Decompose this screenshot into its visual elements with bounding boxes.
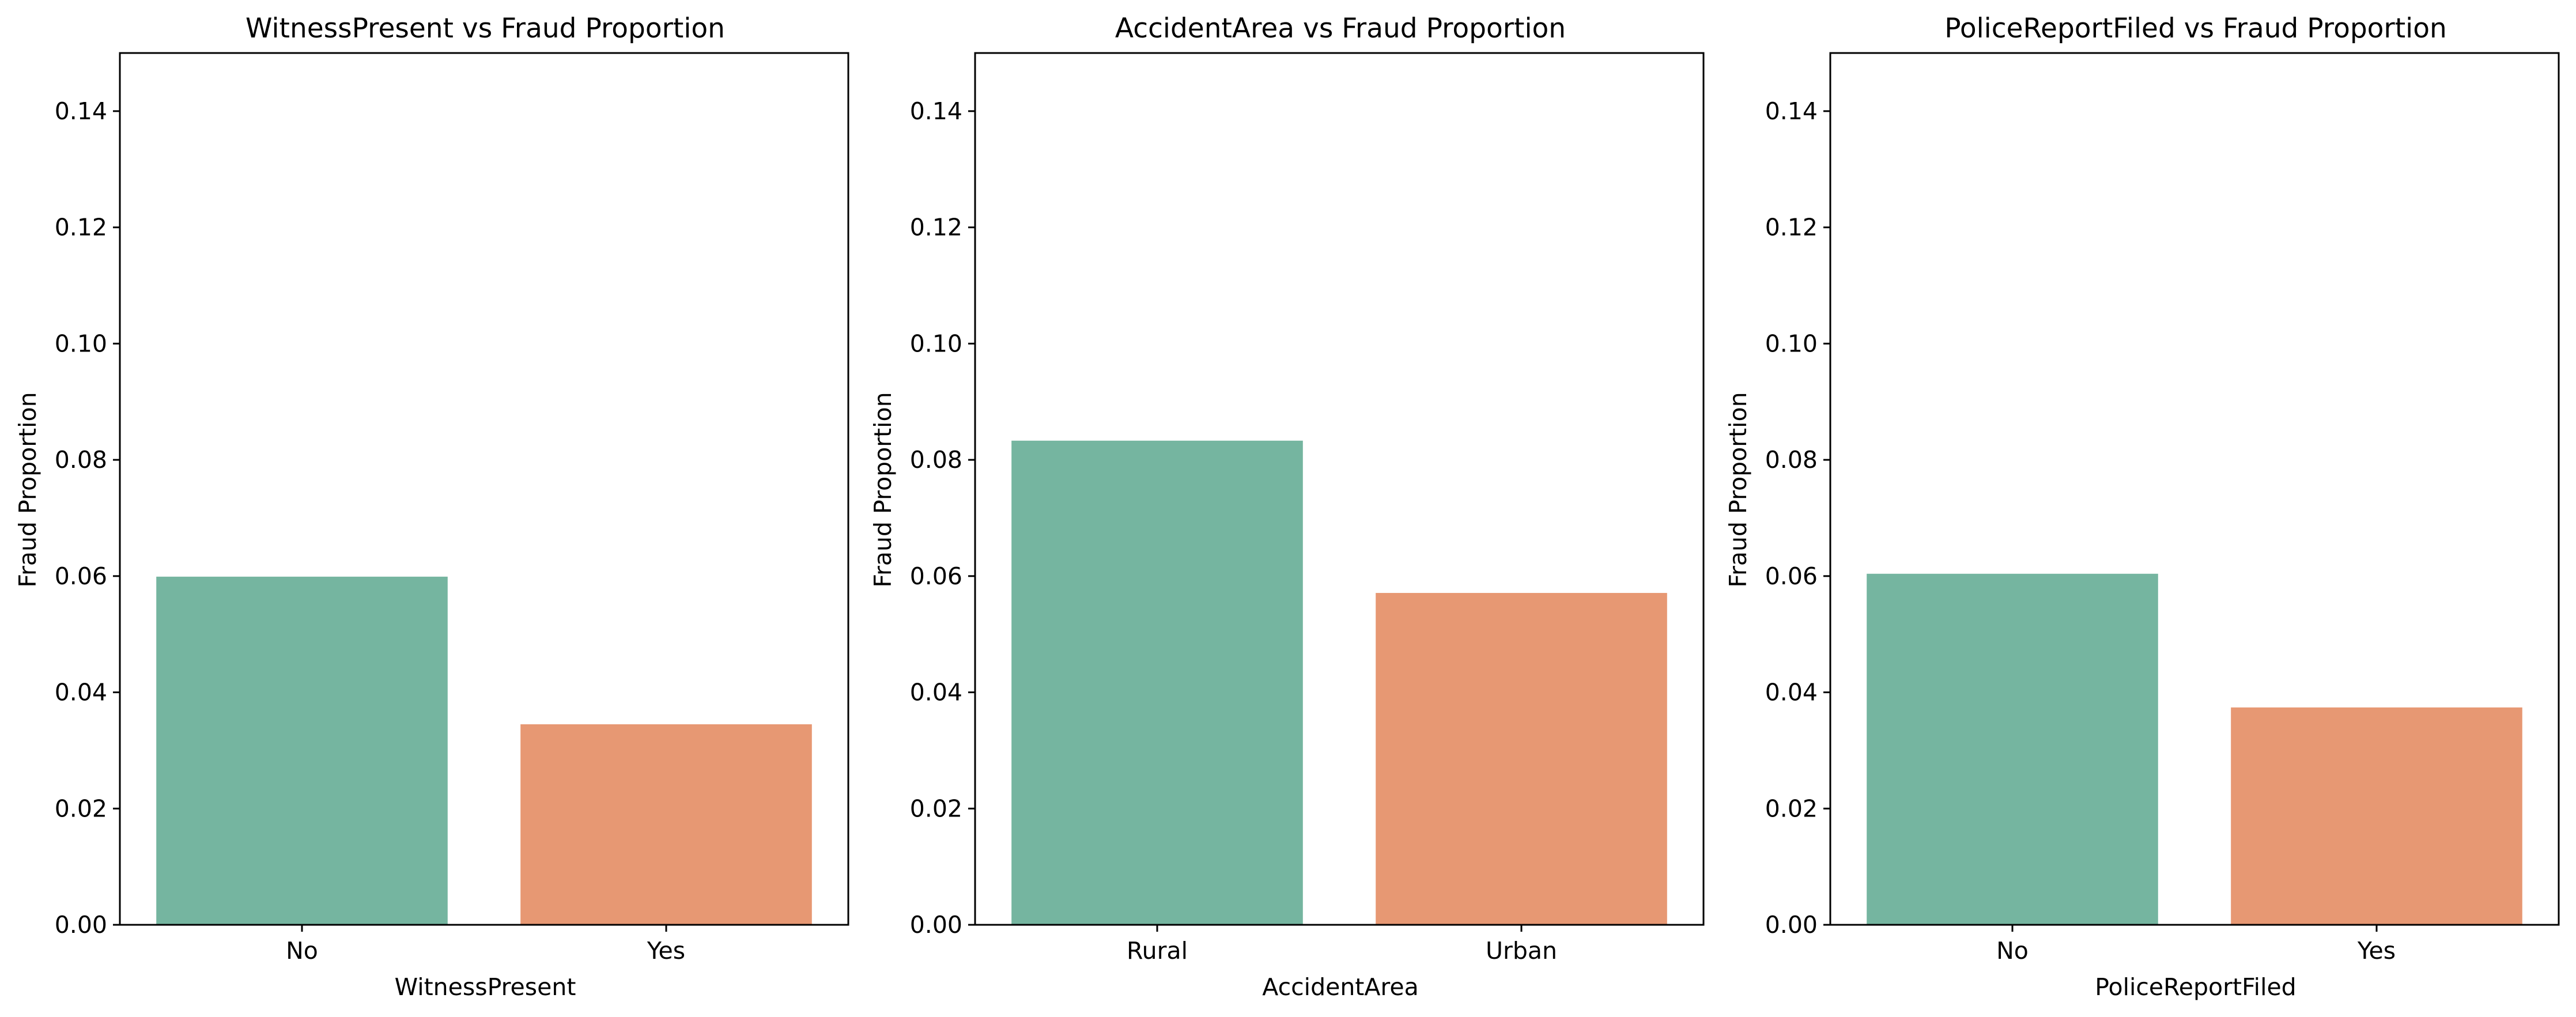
plot-area: 0.00 0.02 0.04 0.06 0.08 0.10 0.12 0.14 No Yes [1765,52,2560,965]
y-axis-label: Fraud Proportion [1724,392,1752,587]
y-tick-label: 0.06 [1765,562,1818,590]
y-tick-label: 0.00 [910,911,962,939]
y-tick-label: 0.14 [910,97,962,125]
x-tick-label: Urban [1486,937,1557,965]
y-tick-label: 0.10 [910,330,962,357]
y-axis-label: Fraud Proportion [14,392,41,587]
y-tick-label: 0.06 [55,562,107,590]
chart-title: AccidentArea vs Fraud Proportion [1115,13,1566,44]
x-tick-label: No [286,937,318,965]
x-tick-label: No [1996,937,2029,965]
x-tick-label: Yes [2357,937,2396,965]
x-tick-label: Rural [1127,937,1188,965]
y-tick-label: 0.08 [55,446,107,474]
y-tick-label: 0.10 [55,330,107,357]
chart-panel-witness-present: WitnessPresent vs Fraud Proportion Witne… [14,13,849,1001]
y-tick-label: 0.10 [1765,330,1818,357]
y-tick-label: 0.14 [55,97,107,125]
bar-yes [520,724,812,925]
y-tick-label: 0.02 [1765,795,1818,822]
bar-no [1867,573,2158,925]
y-tick-label: 0.08 [1765,446,1818,474]
bar-yes [2231,707,2522,925]
chart-title: PoliceReportFiled vs Fraud Proportion [1944,13,2447,44]
x-axis-label: WitnessPresent [395,973,576,1001]
y-tick-label: 0.08 [910,446,962,474]
bar-no [156,576,448,925]
y-tick-label: 0.04 [910,679,962,706]
y-tick-label: 0.06 [910,562,962,590]
y-tick-label: 0.00 [1765,911,1818,939]
y-tick-label: 0.14 [1765,97,1818,125]
chart-title: WitnessPresent vs Fraud Proportion [245,13,725,44]
y-tick-label: 0.02 [910,795,962,822]
bar-urban [1376,593,1667,925]
y-tick-label: 0.12 [910,214,962,241]
y-tick-label: 0.04 [55,679,107,706]
axes-frame [119,52,849,926]
y-tick-label: 0.12 [1765,214,1818,241]
chart-panel-accident-area: AccidentArea vs Fraud Proportion Acciden… [869,13,1705,1001]
x-axis-label: PoliceReportFiled [2095,973,2296,1001]
y-tick-label: 0.12 [55,214,107,241]
axes-frame [1829,52,2560,926]
y-tick-label: 0.02 [55,795,107,822]
axes-frame [974,52,1705,926]
plot-area: 0.00 0.02 0.04 0.06 0.08 0.10 0.12 0.14 No Yes [55,52,849,965]
y-axis-label: Fraud Proportion [869,392,897,587]
bar-rural [1011,440,1303,925]
plot-area: 0.00 0.02 0.04 0.06 0.08 0.10 0.12 0.14 Rural Urb… [910,52,1705,965]
chart-panel-police-report-filed: PoliceReportFiled vs Fraud Proportion Po… [1724,13,2560,1001]
y-tick-label: 0.04 [1765,679,1818,706]
x-tick-label: Yes [647,937,685,965]
x-axis-label: AccidentArea [1262,973,1418,1001]
y-tick-label: 0.00 [55,911,107,939]
